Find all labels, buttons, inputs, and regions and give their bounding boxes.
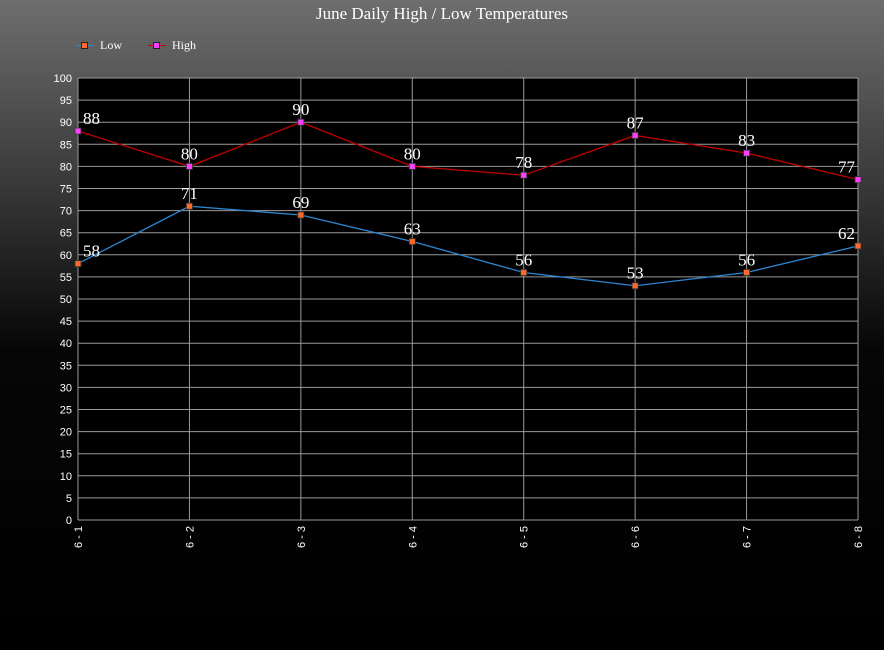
y-tick-label: 30 xyxy=(60,382,72,394)
y-tick-label: 80 xyxy=(60,161,72,173)
y-tick-label: 70 xyxy=(60,206,72,218)
x-tick-label: 6 - 6 xyxy=(630,526,642,548)
x-tick-label: 6 - 1 xyxy=(73,526,85,548)
data-point-low xyxy=(854,242,862,250)
data-point-low xyxy=(631,282,639,290)
x-tick-label: 6 - 2 xyxy=(184,526,196,548)
x-tick-label: 6 - 3 xyxy=(296,526,308,548)
data-label-low: 63 xyxy=(404,220,421,239)
data-point-high xyxy=(743,149,750,157)
data-label-high: 77 xyxy=(838,158,856,177)
data-point-high xyxy=(854,176,862,184)
data-point-high xyxy=(631,132,639,139)
y-tick-label: 90 xyxy=(60,117,72,129)
data-label-low: 62 xyxy=(838,224,855,243)
legend: Low High xyxy=(76,38,196,53)
legend-item-low: Low xyxy=(76,38,122,53)
legend-swatch-low xyxy=(76,41,94,51)
legend-swatch-high xyxy=(148,41,166,51)
y-tick-label: 60 xyxy=(60,250,72,262)
data-label-low: 56 xyxy=(738,250,755,269)
data-label-high: 78 xyxy=(515,153,532,172)
chart-title: June Daily High / Low Temperatures xyxy=(315,4,569,23)
y-tick-label: 0 xyxy=(66,515,72,527)
data-label-low: 56 xyxy=(515,250,532,269)
data-label-low: 53 xyxy=(627,264,644,283)
data-label-high: 80 xyxy=(404,144,421,163)
data-point-high xyxy=(74,127,82,135)
legend-label-low: Low xyxy=(100,38,122,52)
x-tick-label: 6 - 5 xyxy=(519,526,531,548)
data-point-low xyxy=(297,211,305,219)
y-tick-label: 100 xyxy=(54,73,72,85)
y-tick-label: 95 xyxy=(60,95,72,107)
y-tick-label: 45 xyxy=(60,316,72,328)
y-tick-label: 65 xyxy=(60,228,72,240)
x-tick-label: 6 - 7 xyxy=(742,526,754,548)
data-label-high: 88 xyxy=(83,109,100,128)
y-tick-label: 35 xyxy=(60,360,72,372)
x-tick-label: 6 - 4 xyxy=(407,526,419,548)
data-label-high: 80 xyxy=(181,144,198,163)
series-line-low xyxy=(77,205,859,287)
data-point-high xyxy=(297,118,305,126)
y-tick-label: 5 xyxy=(66,493,72,505)
y-tick-label: 20 xyxy=(60,427,72,439)
y-tick-label: 25 xyxy=(60,405,72,417)
data-point-low xyxy=(743,269,750,276)
y-tick-label: 10 xyxy=(60,471,72,483)
data-label-low: 69 xyxy=(292,193,309,212)
series-line-high xyxy=(77,121,859,181)
legend-item-high: High xyxy=(148,38,196,53)
data-label-high: 87 xyxy=(627,113,645,132)
data-label-low: 58 xyxy=(83,242,100,261)
data-point-low xyxy=(186,202,193,210)
data-point-high xyxy=(520,171,528,179)
data-point-low xyxy=(520,269,528,276)
y-tick-label: 50 xyxy=(60,294,72,306)
data-point-high xyxy=(408,162,416,170)
data-point-low xyxy=(408,238,416,245)
y-tick-label: 40 xyxy=(60,338,72,350)
data-label-high: 90 xyxy=(292,100,309,119)
y-tick-label: 85 xyxy=(60,139,72,151)
data-point-high xyxy=(186,162,193,170)
y-tick-label: 55 xyxy=(60,272,72,284)
y-tick-label: 75 xyxy=(60,184,72,196)
x-tick-label: 6 - 8 xyxy=(853,526,865,548)
data-label-low: 71 xyxy=(181,184,198,203)
y-tick-label: 15 xyxy=(60,449,72,461)
data-point-low xyxy=(74,260,82,268)
legend-label-high: High xyxy=(172,38,196,52)
data-label-high: 83 xyxy=(738,131,755,150)
